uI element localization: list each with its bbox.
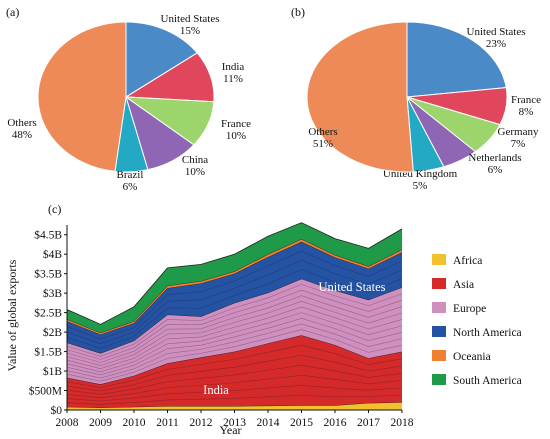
pie-slice-united-states	[406, 21, 507, 98]
area-texture-line	[66, 329, 403, 382]
slice-value-others: 51%	[313, 138, 333, 150]
annotation-india: India	[203, 383, 229, 397]
slice-label-netherlands: Netherlands	[468, 152, 521, 164]
area-africa	[67, 402, 402, 410]
y-tick-label: $4B	[43, 248, 63, 261]
legend-label-europe: Europe	[453, 303, 486, 315]
y-axis-label: Value of global exports	[5, 259, 19, 371]
x-axis-label: Year	[219, 423, 241, 437]
legend-swatch-africa	[432, 254, 446, 265]
slice-value-brazil: 6%	[123, 181, 138, 193]
x-tick-label: 2015	[290, 417, 313, 429]
x-tick-label: 2010	[123, 417, 146, 429]
slice-label-china: China	[182, 154, 208, 166]
slice-value-others: 48%	[12, 129, 32, 141]
area-texture-line	[66, 259, 403, 345]
y-tick-label: $4.5B	[34, 229, 62, 242]
area-texture-line	[66, 323, 403, 379]
y-tick-label: $1B	[43, 365, 63, 378]
legend: Africa Asia Europe North America Oceania Sout…	[432, 254, 522, 387]
area-texture-line	[66, 394, 403, 405]
area-north-america	[67, 241, 402, 354]
x-tick-label: 2011	[156, 417, 179, 429]
legend-label-oceania: Oceania	[453, 351, 491, 363]
x-tick-label: 2012	[190, 417, 213, 429]
area-texture-line	[66, 344, 403, 388]
legend-label-africa: Africa	[453, 255, 482, 267]
y-tick-label: $500M	[29, 385, 62, 398]
pie-chart-a: United States15%India11%France10%China10…	[7, 13, 251, 193]
legend-swatch-europe	[432, 302, 446, 313]
slice-value-france: 10%	[226, 130, 246, 142]
area-asia	[67, 335, 402, 408]
legend-label-north-america: North America	[453, 327, 522, 339]
area-texture-line	[66, 250, 403, 340]
slice-label-france: France	[221, 118, 251, 130]
area-texture-line	[66, 295, 403, 363]
y-tick-label: $0	[51, 404, 63, 417]
annotation-united-states: United States	[318, 280, 385, 294]
panel-label-b: (b)	[291, 5, 305, 19]
slice-label-others: Others	[7, 117, 36, 129]
slice-label-brazil: Brazil	[117, 169, 144, 181]
x-tick-label: 2013	[223, 417, 246, 429]
area-chart: $0 $500M $1B $1.5B $2B $2.5B $3B $3.5B $4B $4.5B 2…	[5, 222, 414, 437]
area-europe	[67, 278, 402, 385]
pie-slice-others	[37, 21, 127, 172]
area-texture-line	[66, 364, 403, 395]
area-texture-line	[66, 312, 403, 373]
slice-label-united-states: United States	[161, 13, 220, 25]
legend-swatch-oceania	[432, 350, 446, 361]
slice-value-united-states: 15%	[180, 25, 200, 37]
area-edge-south-america	[66, 222, 403, 325]
x-tick-label: 2017	[357, 417, 380, 429]
panel-label-a: (a)	[6, 5, 19, 19]
slice-value-india: 11%	[223, 73, 243, 85]
area-texture-line	[66, 374, 403, 398]
slice-value-france: 8%	[519, 106, 534, 118]
area-texture-line	[66, 284, 403, 357]
area-texture-line	[66, 289, 403, 360]
x-tick-label: 2014	[257, 417, 280, 429]
area-texture-line	[66, 384, 403, 402]
slice-label-others: Others	[308, 126, 337, 138]
y-tick-label: $2.5B	[34, 307, 62, 320]
x-tick-label: 2018	[391, 417, 414, 429]
panel-label-c: (c)	[48, 202, 61, 216]
slice-label-france: France	[511, 94, 541, 106]
legend-swatch-south-america	[432, 374, 446, 385]
area-texture-line	[66, 301, 403, 366]
legend-label-south-america: South America	[453, 375, 522, 387]
x-tick-label: 2016	[324, 417, 347, 429]
slice-label-germany: Germany	[498, 126, 539, 138]
slice-label-united-states: United States	[467, 26, 526, 38]
slice-value-germany: 7%	[511, 138, 526, 150]
legend-swatch-north-america	[432, 326, 446, 337]
legend-label-asia: Asia	[453, 279, 474, 291]
area-texture-line	[66, 317, 403, 376]
slice-value-netherlands: 6%	[488, 164, 503, 176]
y-tick-label: $1.5B	[34, 346, 62, 359]
y-tick-label: $3.5B	[34, 268, 62, 281]
y-tick-label: $3B	[43, 287, 63, 300]
x-tick-label: 2009	[89, 417, 112, 429]
legend-swatch-asia	[432, 278, 446, 289]
y-tick-label: $2B	[43, 326, 63, 339]
slice-value-united-kingdom: 5%	[413, 180, 428, 192]
x-tick-label: 2008	[56, 417, 79, 429]
slice-value-china: 10%	[185, 166, 205, 178]
slice-label-india: India	[222, 61, 245, 73]
slice-value-united-states: 23%	[486, 38, 506, 50]
area-texture-line	[66, 306, 403, 370]
pie-slice-united-states	[125, 21, 198, 98]
area-texture-line	[66, 269, 403, 349]
area-texture-line	[66, 354, 403, 392]
pie-slice-others	[306, 21, 414, 173]
